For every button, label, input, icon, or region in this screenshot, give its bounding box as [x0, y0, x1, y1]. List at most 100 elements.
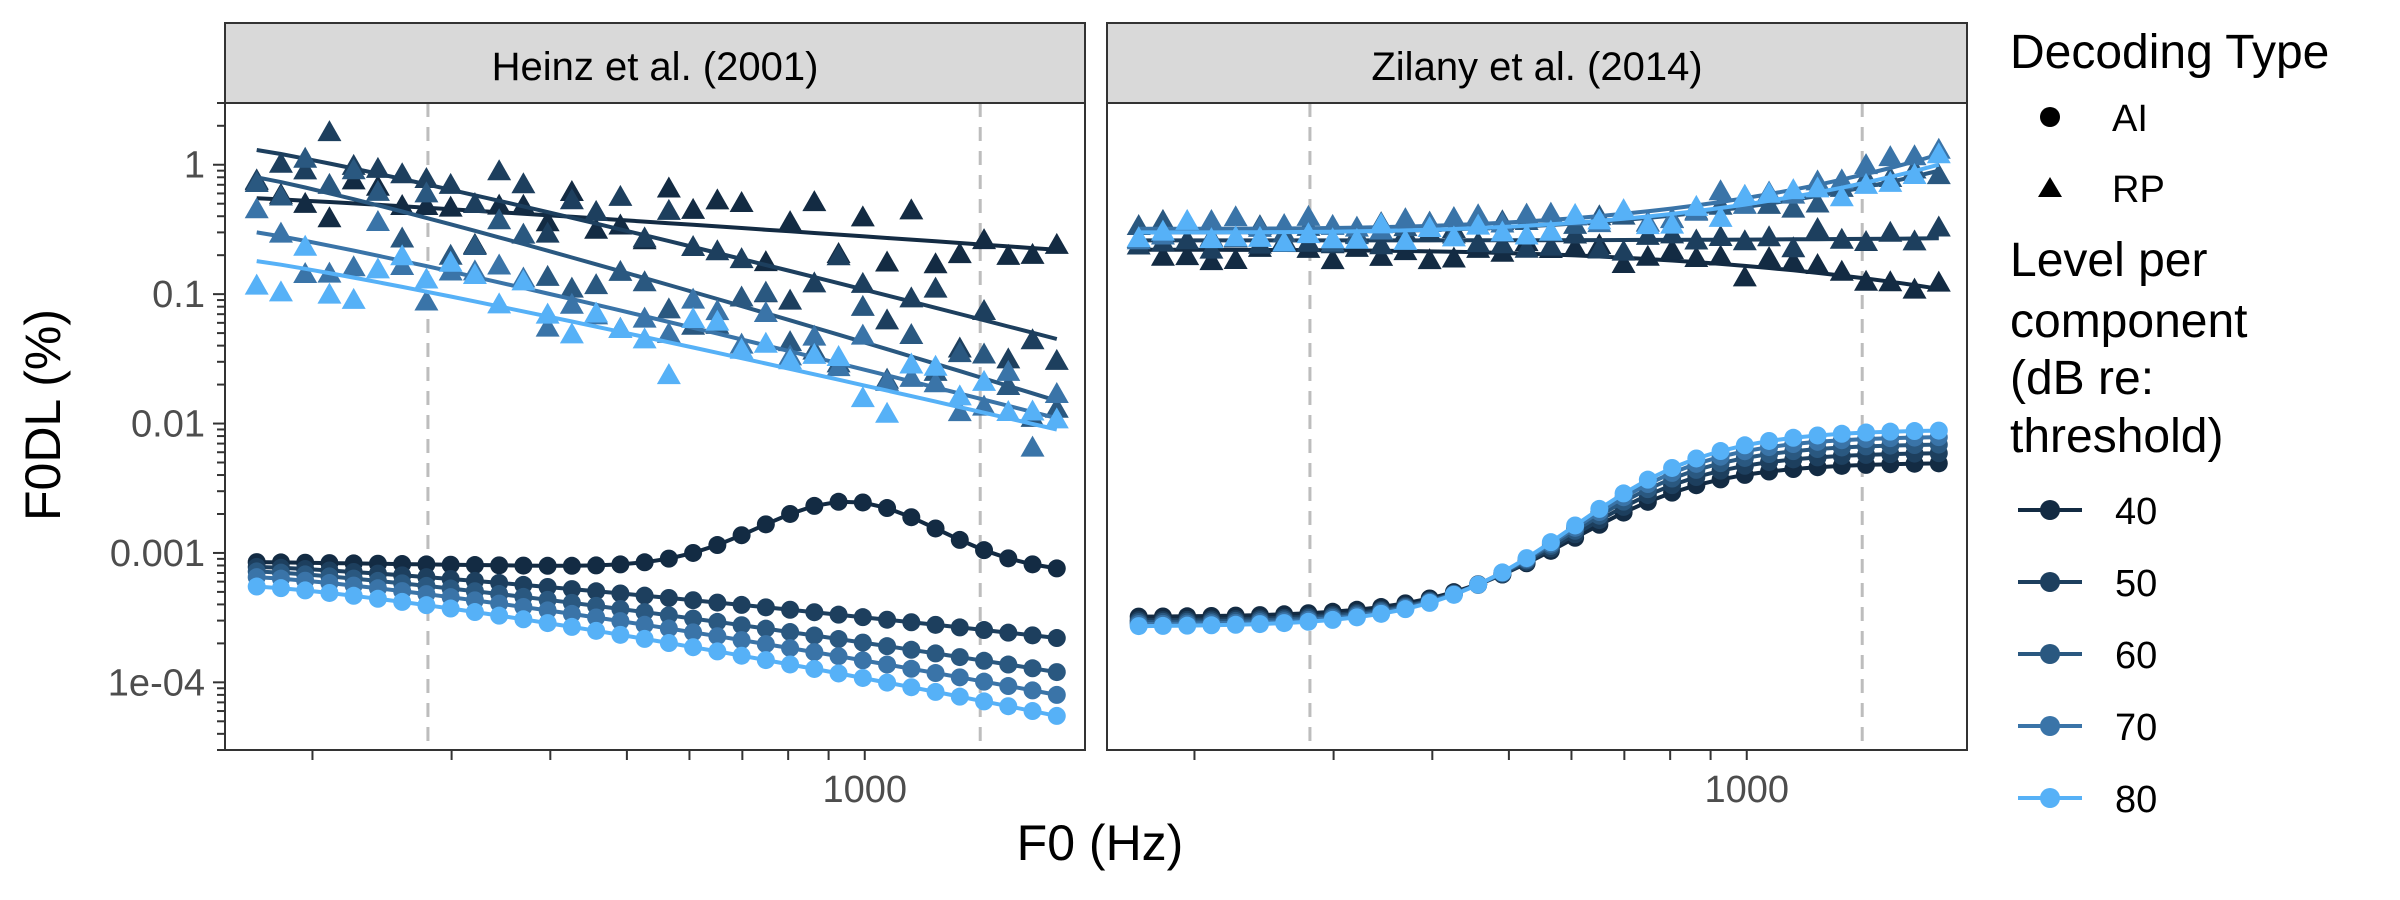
point-ai-70 [999, 677, 1018, 696]
point-rp-80 [1320, 227, 1345, 249]
point-ai-80 [1663, 458, 1682, 477]
point-rp-80 [1441, 225, 1466, 247]
point-ai-60 [732, 616, 751, 635]
point-ai-60 [853, 633, 872, 652]
point-rp-80 [268, 280, 293, 302]
point-rp-80 [1926, 142, 1951, 164]
point-ai-80 [878, 673, 897, 692]
legend-shape-label-ai: AI [2112, 98, 2148, 140]
point-ai-80 [1226, 615, 1245, 634]
point-rp-50 [1514, 236, 1539, 258]
point-rp-50 [632, 226, 657, 248]
point-rp-50 [390, 162, 415, 184]
fit-line-rp-70 [1138, 152, 1940, 231]
point-rp-60 [293, 146, 318, 168]
point-ai-80 [1047, 706, 1066, 725]
point-rp-80 [778, 348, 803, 370]
point-rp-80 [1829, 185, 1854, 207]
fit-line-ai-60 [256, 569, 1058, 675]
point-rp-80 [1199, 227, 1224, 249]
point-rp-40 [1320, 248, 1345, 270]
legend-level-80: 80 [2018, 779, 2157, 821]
point-ai-60 [1023, 659, 1042, 678]
legend-level-label: 60 [2115, 635, 2157, 677]
point-ai-50 [829, 605, 848, 624]
point-rp-50 [1044, 348, 1069, 370]
point-rp-40 [850, 205, 875, 227]
point-rp-60 [656, 297, 681, 319]
point-rp-80 [899, 352, 924, 374]
point-ai-80 [1153, 616, 1172, 635]
point-rp-50 [778, 288, 803, 310]
point-rp-80 [1635, 213, 1660, 235]
point-rp-50 [1878, 220, 1903, 242]
point-rp-40 [1878, 270, 1903, 292]
point-rp-50 [584, 199, 609, 221]
point-ai-70 [684, 623, 703, 642]
point-ai-70 [853, 651, 872, 670]
legend-level-marker [2040, 716, 2060, 736]
point-ai-50 [805, 603, 824, 622]
point-rp-80 [317, 282, 342, 304]
point-rp-70 [996, 359, 1021, 381]
point-rp-50 [1587, 237, 1612, 259]
point-rp-50 [681, 234, 706, 256]
point-rp-80 [1344, 227, 1369, 249]
legend-level-marker [2040, 500, 2060, 520]
point-ai-60 [975, 651, 994, 670]
point-rp-60 [1757, 192, 1782, 214]
point-rp-60 [632, 270, 657, 292]
point-rp-80 [850, 386, 875, 408]
point-rp-50 [1490, 232, 1515, 254]
x-axis-title: F0 (Hz) [1017, 815, 1184, 871]
panel-strip [224, 22, 1086, 104]
fit-line-rp-50 [256, 148, 1058, 341]
point-ai-50 [538, 577, 557, 596]
point-rp-80 [1878, 170, 1903, 192]
point-ai-50 [708, 593, 727, 612]
point-rp-60 [947, 341, 972, 363]
point-ai-80 [1832, 424, 1851, 443]
point-ai-80 [732, 646, 751, 665]
point-ai-80 [1638, 470, 1657, 489]
legend-level-title-line2: component [2010, 295, 2248, 348]
point-rp-40 [899, 198, 924, 220]
point-rp-60 [341, 158, 366, 180]
point-ai-40 [635, 553, 654, 572]
panel-strip [1106, 22, 1968, 104]
point-rp-40 [875, 250, 900, 272]
x-axis-ticks: 1000 [311, 750, 907, 811]
point-ai-70 [562, 604, 581, 623]
point-rp-70 [1878, 145, 1903, 167]
point-ai-70 [587, 608, 606, 627]
point-rp-70 [1223, 205, 1248, 227]
point-rp-50 [923, 276, 948, 298]
point-ai-50 [999, 623, 1018, 642]
point-rp-50 [875, 308, 900, 330]
point-rp-70 [1199, 209, 1224, 231]
fit-line-rp-80 [256, 259, 1058, 432]
point-ai-80 [1808, 426, 1827, 445]
panel-border [224, 102, 1086, 751]
legend-level-label: 40 [2115, 491, 2157, 533]
point-ai-80 [441, 599, 460, 618]
point-ai-70 [659, 619, 678, 638]
point-ai-80 [1566, 516, 1585, 535]
fit-line-ai-50 [1138, 451, 1939, 623]
point-rp-50 [414, 167, 439, 189]
point-rp-80 [947, 384, 972, 406]
point-ai-70 [732, 631, 751, 650]
point-ai-50 [853, 608, 872, 627]
point-rp-50 [559, 188, 584, 210]
point-ai-40 [417, 555, 436, 574]
point-rp-60 [1150, 208, 1175, 230]
point-ai-50 [1023, 626, 1042, 645]
point-rp-80 [487, 292, 512, 314]
point-rp-70 [1320, 213, 1345, 235]
x-tick-label: 1000 [822, 769, 907, 811]
y-tick-label: 0.01 [131, 404, 205, 446]
point-rp-80 [681, 307, 706, 329]
point-ai-60 [635, 603, 654, 622]
point-ai-60 [902, 640, 921, 659]
point-rp-80 [1175, 208, 1200, 230]
